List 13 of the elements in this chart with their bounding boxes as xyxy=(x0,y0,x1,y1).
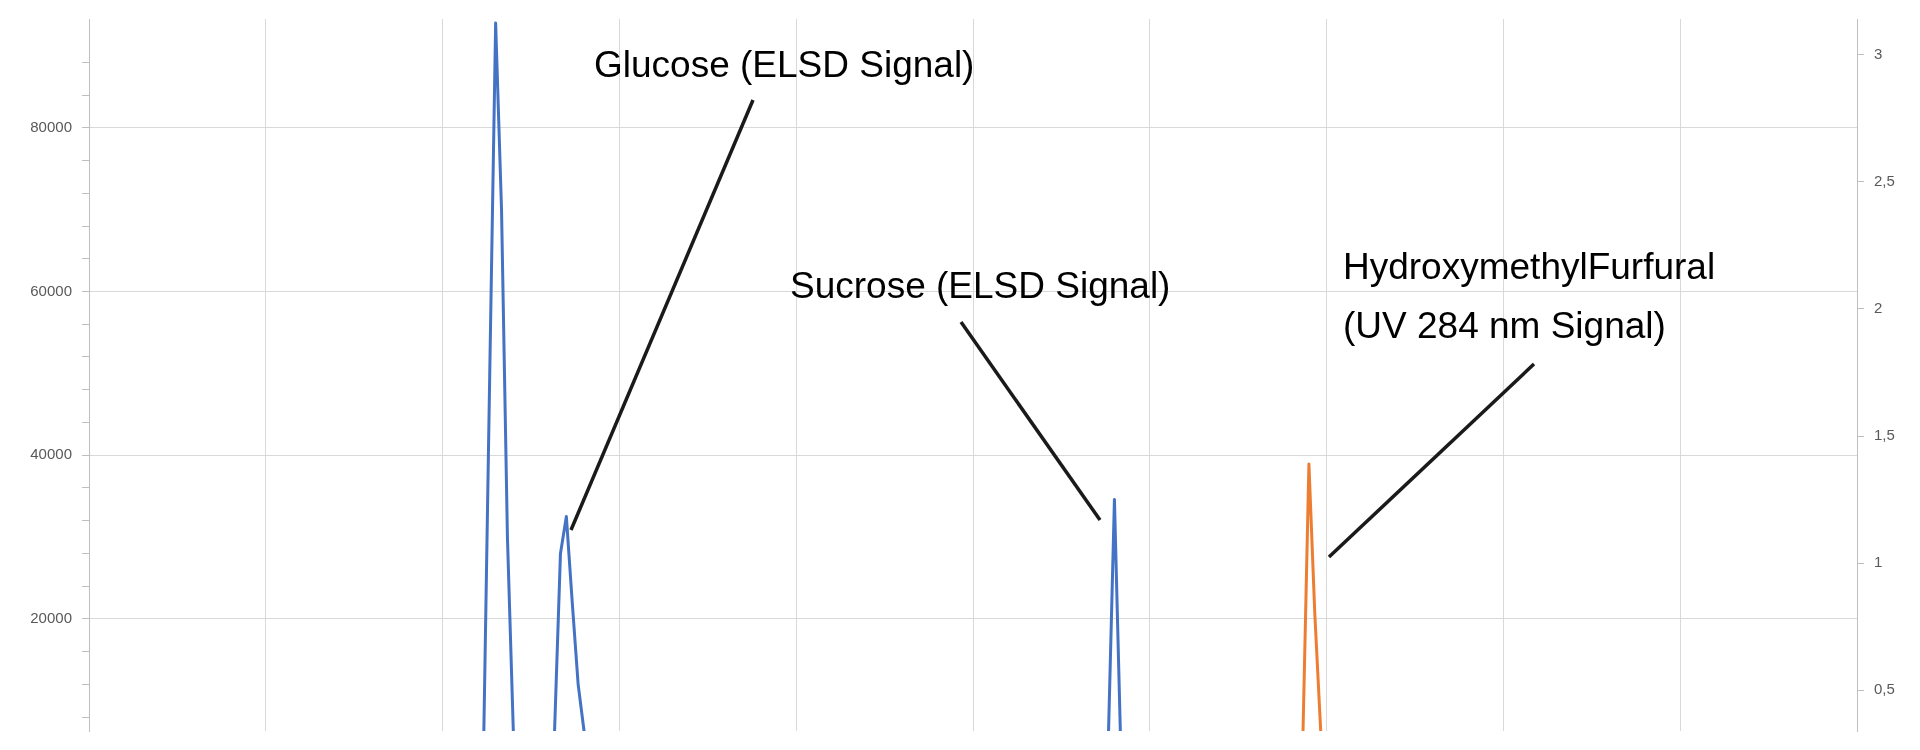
y2-tick-label: 3 xyxy=(1874,44,1883,62)
y-tick-label: 20000 xyxy=(30,609,72,627)
y-tick-label: 60000 xyxy=(30,281,72,299)
y2-tick-label: 2 xyxy=(1874,299,1883,317)
y2-tick-label: 1,5 xyxy=(1874,426,1895,444)
annotation: HydroxymethylFurfural (UV 284 nm Signal) xyxy=(1343,246,1716,347)
annotation: Glucose (ELSD Signal) xyxy=(594,44,975,86)
y-tick-label: 40000 xyxy=(30,445,72,463)
y-tick-label: 80000 xyxy=(30,117,72,135)
y2-tick-label: 1 xyxy=(1874,553,1883,571)
y2-tick-label: 0,5 xyxy=(1874,680,1895,698)
annotation: Sucrose (ELSD Signal) xyxy=(790,265,1171,307)
y2-tick-label: 2,5 xyxy=(1874,171,1895,189)
